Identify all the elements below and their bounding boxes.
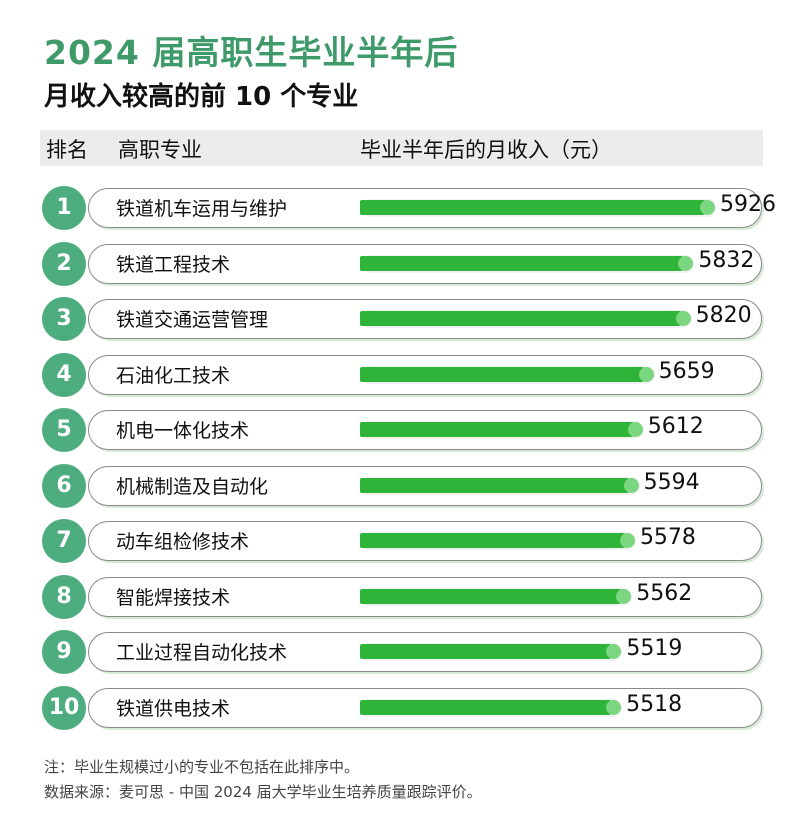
- major-label: 铁道工程技术: [116, 253, 231, 276]
- bar-row: 7 动车组检修技术 5578: [40, 519, 770, 563]
- major-label: 智能焊接技术: [116, 586, 231, 609]
- income-bar: [360, 588, 627, 604]
- income-bar: [360, 311, 686, 326]
- income-bar: [360, 644, 617, 659]
- bar-row: 2 铁道工程技术 5832: [40, 241, 770, 286]
- bar-row: 6 机械制造及自动化 5594: [40, 463, 770, 508]
- income-value: 5832: [698, 247, 755, 273]
- bar-end-knob: [627, 422, 643, 437]
- bar-end-knob: [606, 644, 622, 659]
- income-value: 5926: [720, 192, 776, 217]
- major-label: 动车组检修技术: [116, 531, 250, 553]
- rank-badge: 2: [42, 241, 86, 286]
- rank-badge: 9: [42, 630, 86, 674]
- income-bar: [360, 477, 634, 493]
- rank-badge: 4: [42, 352, 86, 397]
- bar-row: 4 石油化工技术 5659: [40, 352, 770, 397]
- major-label: 机械制造及自动化: [116, 475, 269, 498]
- major-label: 石油化工技术: [116, 364, 231, 387]
- bar-end-knob: [700, 200, 715, 215]
- income-value: 5594: [643, 469, 700, 495]
- header-major: 高职专业: [118, 138, 202, 162]
- income-value: 5659: [658, 358, 715, 384]
- bar-end-knob: [675, 311, 691, 326]
- rank-badge: 3: [42, 297, 86, 341]
- bar-row: 9 工业过程自动化技术 5519: [40, 630, 770, 674]
- chart-title: 2024 届高职生毕业半年后: [44, 33, 459, 72]
- bar-row: 10 铁道供电技术 5518: [40, 685, 770, 730]
- bar-end-knob: [606, 699, 622, 715]
- income-bar: [360, 533, 630, 548]
- bar-end-knob: [623, 477, 639, 493]
- footnote: 注：毕业生规模过小的专业不包括在此排序中。: [44, 758, 360, 776]
- rank-badge: 8: [42, 574, 86, 619]
- income-value: 5519: [626, 636, 683, 661]
- header-rank: 排名: [46, 138, 88, 162]
- rank-badge: 5: [42, 408, 86, 452]
- income-value: 5578: [639, 525, 696, 550]
- bar-row: 1 铁道机车运用与维护 5926: [40, 186, 776, 230]
- header-income: 毕业半年后的月收入（元）: [360, 138, 612, 162]
- rank-badge: 7: [42, 519, 86, 563]
- bar-row: 3 铁道交通运营管理 5820: [40, 297, 770, 341]
- bar-end-knob: [638, 366, 654, 382]
- bar-end-knob: [678, 255, 694, 271]
- rank-badge: 1: [42, 186, 86, 230]
- income-value: 5562: [636, 580, 693, 606]
- bar-row: 8 智能焊接技术 5562: [40, 574, 770, 619]
- income-value: 5820: [695, 303, 752, 328]
- major-label: 铁道供电技术: [116, 697, 231, 720]
- income-bar: [360, 366, 649, 382]
- major-label: 铁道交通运营管理: [116, 309, 269, 331]
- income-bar: [360, 255, 689, 271]
- bar-end-knob: [619, 533, 635, 548]
- income-bar: [360, 699, 617, 715]
- bar-end-knob: [616, 588, 632, 604]
- rank-badge: 10: [42, 685, 86, 730]
- income-bar: [360, 200, 710, 215]
- chart-subtitle: 月收入较高的前 10 个专业: [44, 82, 359, 112]
- major-label: 机电一体化技术: [116, 420, 250, 442]
- income-bar: [360, 422, 638, 437]
- rank-badge: 6: [42, 463, 86, 508]
- bar-row: 5 机电一体化技术 5612: [40, 408, 770, 452]
- major-label: 铁道机车运用与维护: [116, 198, 288, 220]
- income-value: 5612: [647, 414, 704, 439]
- data-source: 数据来源：麦可思 - 中国 2024 届大学毕业生培养质量跟踪评价。: [44, 783, 482, 801]
- major-label: 工业过程自动化技术: [116, 642, 288, 664]
- income-value: 5518: [626, 691, 683, 717]
- table-header: 排名 高职专业 毕业半年后的月收入（元）: [40, 130, 763, 166]
